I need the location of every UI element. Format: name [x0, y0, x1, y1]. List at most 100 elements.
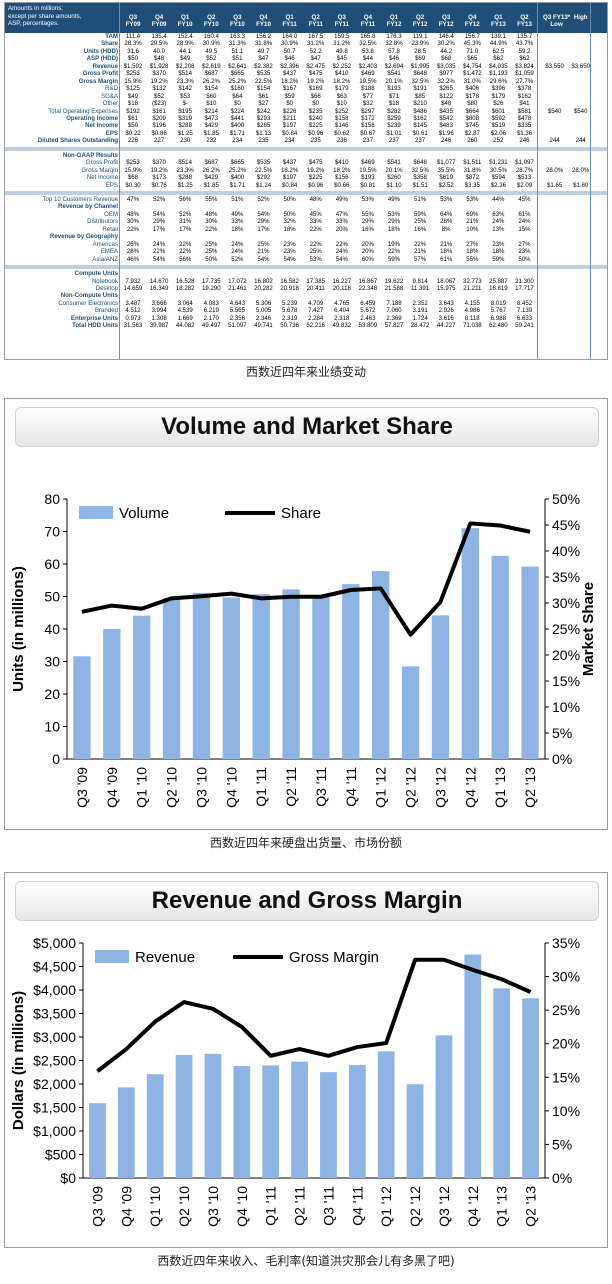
- table-cell: 119.1: [412, 33, 428, 40]
- table-cell: 49%: [231, 210, 244, 218]
- table-cell: $3,550: [545, 62, 564, 70]
- table-cell: 49.5: [205, 47, 218, 55]
- table-cell: $396: [491, 85, 506, 93]
- table-cell: $400: [230, 122, 245, 130]
- y2-tick-label: 20%: [552, 1036, 580, 1052]
- table-cell: $158: [335, 114, 349, 122]
- x-tick-label: Q2 '12: [407, 1186, 423, 1227]
- table-cell: 52.2: [309, 47, 322, 55]
- y-tick-label: $500: [45, 1147, 76, 1163]
- table-cell: 19.5%: [359, 77, 377, 85]
- table-cell: $211: [283, 114, 297, 122]
- row-label: Gross Margin: [78, 77, 118, 85]
- table-cell: $191: [413, 85, 427, 93]
- table-cell: 237: [362, 137, 373, 145]
- volume-share-chart: 0 10 20 30 40 50 60 70 80 0% 5% 10% 15% 20% 25% 30% 35% 4…: [10, 491, 597, 808]
- y-tick-label: $2,000: [33, 1076, 76, 1092]
- y-tick-label: 60: [44, 556, 60, 572]
- table-cell: $48: [441, 100, 452, 108]
- table-cell: 53%: [387, 210, 401, 218]
- column-header: High: [568, 14, 594, 21]
- table-cell: 5.306: [255, 299, 272, 307]
- table-row: Diluted Shares Outstanding 226 227 230 232 23…: [5, 138, 607, 145]
- column-header: Q1 FY13: [485, 14, 511, 28]
- bar: [73, 656, 91, 759]
- table-cell: 50%: [283, 196, 296, 203]
- x-tick-label: Q1 '11: [253, 767, 269, 807]
- table-cell: 19.290: [201, 284, 221, 292]
- table-cell: $62: [519, 55, 530, 63]
- bar: [320, 1072, 337, 1178]
- table-cell: 32.5%: [411, 166, 429, 174]
- table-cell: $50: [127, 55, 139, 63]
- table-cell: $265: [256, 122, 271, 130]
- table-cell: $85: [415, 92, 426, 100]
- row-label: Distributors: [87, 218, 118, 226]
- table-cell: $514: [178, 159, 192, 167]
- table-separator: [5, 146, 607, 151]
- y-tick-label: $3,000: [33, 1029, 76, 1045]
- table-cell: 55%: [205, 196, 218, 203]
- column-header-year: FY09: [125, 21, 141, 28]
- table-cell: 21%: [440, 240, 453, 248]
- y2-tick-label: 35%: [552, 569, 580, 585]
- table-cell: $0: [286, 100, 293, 108]
- table-cell: 25%: [205, 240, 218, 248]
- row-label: Other: [102, 100, 118, 108]
- table-cell: $265: [439, 85, 453, 93]
- table-cell: $514: [178, 70, 192, 78]
- table-cell: 16.582: [280, 277, 299, 285]
- table-cell: 16.528: [175, 277, 195, 285]
- table-cell: 44.082: [175, 322, 195, 330]
- table-cell: $335: [517, 122, 532, 130]
- table-cell: 54%: [152, 210, 166, 218]
- table-cell: $0.30: [125, 181, 141, 189]
- row-label: Gross Profit: [85, 159, 118, 167]
- table-row: Non-GAAP Results: [5, 152, 607, 160]
- table-cell: 7.188: [386, 299, 402, 307]
- table-cell: 4.512: [125, 307, 141, 315]
- table-cell: $1,097: [515, 159, 534, 167]
- row-label: Total HDD Units: [72, 322, 118, 330]
- table-cell: $0.96: [308, 181, 324, 189]
- y2-axis-title: Market Share: [580, 582, 597, 676]
- legend-label: Revenue: [135, 949, 195, 966]
- table-cell: $2,382: [254, 62, 273, 70]
- y2-tick-label: 20%: [552, 647, 580, 663]
- row-label: Net Income: [85, 122, 118, 130]
- table-cell: 30.5%: [489, 166, 508, 174]
- table-cell: 49.7: [257, 47, 270, 55]
- legend-label: Share: [281, 505, 321, 522]
- table-cell: $47: [258, 55, 269, 63]
- table-cell: 47%: [335, 210, 348, 218]
- table-cell: $2,694: [384, 62, 404, 70]
- column-header-quarter: Q4: [468, 14, 477, 21]
- table-cell: 2.284: [308, 314, 324, 322]
- table-cell: 49.8: [335, 47, 348, 55]
- table-cell: $26: [493, 100, 504, 108]
- table-cell: 48%: [126, 210, 140, 218]
- table-cell: $400: [230, 174, 245, 182]
- table-cell: $142: [178, 85, 192, 93]
- table-cell: $169: [308, 85, 323, 93]
- chart-title: Volume and Market Share: [15, 407, 599, 447]
- table-cell: 19%: [387, 240, 401, 248]
- table-cell: $1.13: [255, 129, 272, 137]
- table-row: Asia/ANZ 46% 54% 56% 50% 52% 54% 54% 53% 54% 60% 59…: [5, 255, 607, 264]
- table-cell: 33%: [231, 218, 244, 226]
- table-cell: 29%: [361, 218, 374, 226]
- x-tick-label: Q1 '13: [492, 767, 508, 808]
- table-header: Amounts in millions; except per share am…: [5, 3, 607, 33]
- column-header-year: FY11: [308, 21, 323, 28]
- table-row: Revenue $1,592 $1,928 $2,208 $2,619 $2,641 $2,…: [5, 62, 607, 71]
- table-cell: 52%: [179, 210, 192, 218]
- table-cell: $0.76: [151, 181, 167, 189]
- table-cell: 52%: [152, 196, 166, 203]
- table-cell: $535: [256, 159, 271, 167]
- table-cell: 17.717: [515, 284, 534, 292]
- table-cell: 50%: [283, 210, 296, 218]
- column-header-year: FY10: [256, 21, 271, 28]
- table-cell: 19.2%: [150, 166, 168, 174]
- table-cell: 61%: [440, 255, 453, 263]
- table-cell: 226: [127, 137, 139, 145]
